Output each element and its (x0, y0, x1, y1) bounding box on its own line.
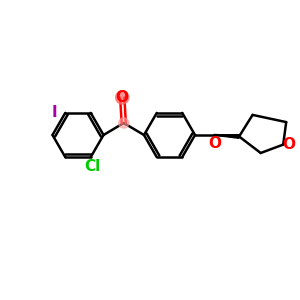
Circle shape (116, 91, 129, 104)
Text: Cl: Cl (84, 159, 101, 174)
Polygon shape (214, 135, 239, 138)
Text: O: O (116, 90, 129, 105)
Circle shape (119, 118, 129, 128)
Text: I: I (52, 105, 58, 120)
Text: O: O (282, 137, 295, 152)
Text: O: O (208, 136, 221, 151)
